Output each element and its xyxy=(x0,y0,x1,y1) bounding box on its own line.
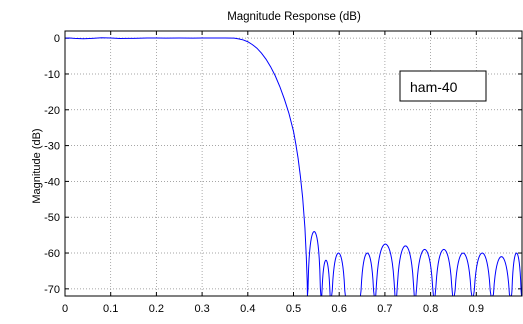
x-tick-label: 0.6 xyxy=(332,303,347,315)
legend-box xyxy=(399,70,487,102)
legend-entry-ham-40: ham-40 xyxy=(410,79,458,95)
x-tick-label: 0.4 xyxy=(240,303,255,315)
x-tick-label: 0.7 xyxy=(377,303,392,315)
x-tick-label: 0.2 xyxy=(149,303,164,315)
y-tick-label: -60 xyxy=(44,248,60,260)
x-tick-label: 0.5 xyxy=(286,303,301,315)
legend: ham-40 xyxy=(399,70,487,102)
y-tick-label: -70 xyxy=(44,284,60,296)
x-tick-label: 0.8 xyxy=(423,303,438,315)
y-tick-label: -40 xyxy=(44,176,60,188)
x-tick-label: 0.1 xyxy=(103,303,118,315)
y-tick-label: -50 xyxy=(44,212,60,224)
plot-area xyxy=(64,37,523,297)
grid xyxy=(65,31,522,296)
x-tick-label: 0.3 xyxy=(194,303,209,315)
axis-ticks: 0 0.1 0.2 0.3 0.4 0.5 0.6 0.7 0.8 0.9 0 -10 -20 -30 -4… xyxy=(44,31,522,315)
chart-title: Magnitude Response (dB) xyxy=(227,11,361,23)
series-line-ham-40 xyxy=(64,37,523,297)
y-axis-label: Magnitude (dB) xyxy=(31,128,43,203)
y-tick-label: -30 xyxy=(44,141,60,153)
x-tick-label: 0.9 xyxy=(469,303,484,315)
plot-frame xyxy=(64,30,523,297)
y-tick-label: -10 xyxy=(44,69,60,81)
y-tick-label: 0 xyxy=(54,33,60,45)
x-tick-label: 0 xyxy=(62,303,68,315)
y-tick-label: -20 xyxy=(44,105,60,117)
